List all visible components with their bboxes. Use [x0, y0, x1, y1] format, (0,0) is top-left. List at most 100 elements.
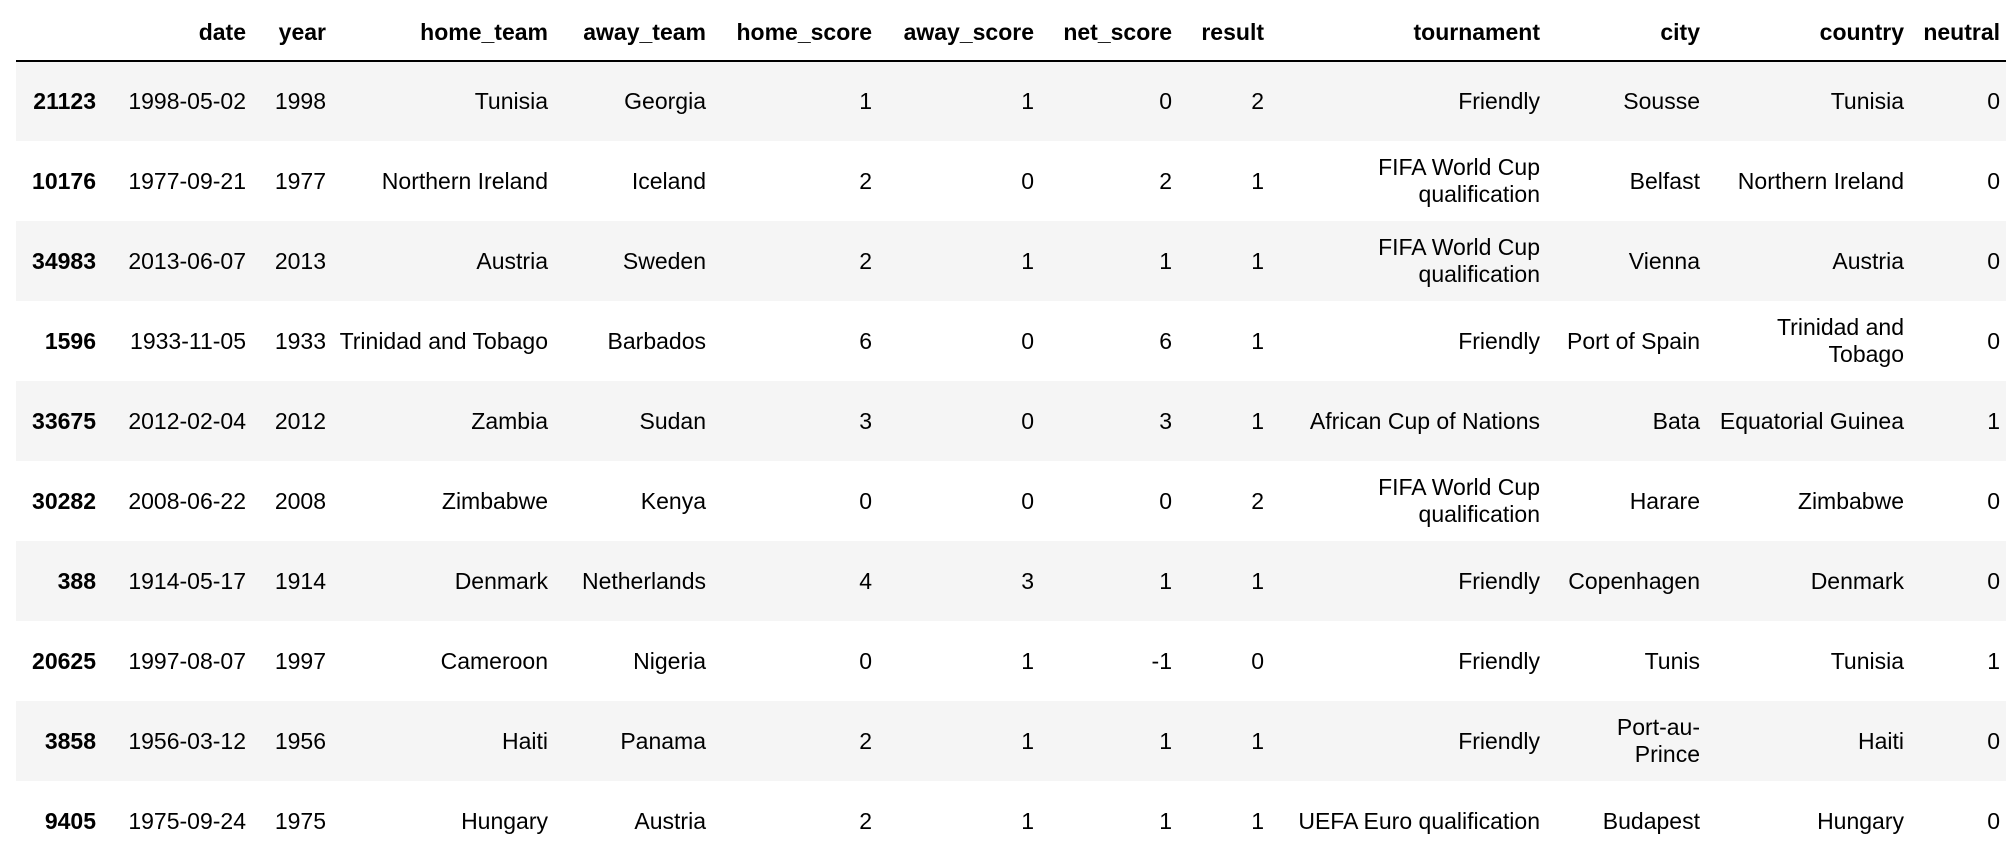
- cell-home-score: 1: [859, 88, 872, 114]
- cell-net-score: 0: [1159, 88, 1172, 114]
- row-index: 3858: [44, 727, 96, 754]
- cell-net-score: 1: [1159, 807, 1172, 834]
- cell-result: 1: [1251, 567, 1264, 594]
- cell-city: Sousse: [1623, 88, 1700, 114]
- cell-neutral: 0: [1987, 567, 2000, 594]
- cell-tournament: Friendly: [1458, 727, 1540, 754]
- cell-away-team: Netherlands: [581, 567, 706, 594]
- cell-home-team: Northern Ireland: [381, 167, 548, 194]
- cell-away-score: 0: [1021, 327, 1034, 354]
- cell-result: 2: [1251, 487, 1264, 514]
- cell-country: Hungary: [1817, 807, 1904, 834]
- table-row: 9405 1975-09-24 1975 Hungary Austria 2 1 1 1 UEFA…: [16, 781, 2006, 861]
- cell-date: 1914-05-17: [128, 567, 246, 594]
- cell-city: Bata: [1652, 407, 1700, 434]
- cell-net-score: 3: [1159, 407, 1172, 434]
- cell-net-score: 6: [1159, 327, 1172, 354]
- index-header: [16, 10, 102, 62]
- cell-home-score: 6: [859, 327, 872, 354]
- cell-away-score: 1: [1021, 807, 1034, 834]
- cell-net-score: 1: [1159, 247, 1172, 274]
- cell-year: 1933: [274, 327, 326, 354]
- cell-away-team: Georgia: [624, 88, 706, 114]
- cell-year: 1977: [274, 167, 326, 194]
- column-header-tournament: tournament: [1270, 10, 1546, 62]
- row-index: 20625: [32, 647, 96, 674]
- cell-home-team: Zimbabwe: [441, 487, 548, 514]
- cell-city: Belfast: [1629, 167, 1700, 194]
- cell-net-score: 0: [1159, 487, 1172, 514]
- column-header-away-team: away_team: [554, 10, 712, 62]
- cell-home-team: Trinidad and Tobago: [339, 327, 548, 354]
- cell-home-team: Denmark: [454, 567, 548, 594]
- cell-country: Northern Ireland: [1737, 167, 1904, 194]
- cell-year: 2012: [274, 407, 326, 434]
- cell-away-team: Austria: [634, 807, 706, 834]
- cell-away-score: 1: [1021, 88, 1034, 114]
- cell-city: Tunis: [1644, 647, 1700, 674]
- cell-home-team: Hungary: [461, 807, 548, 834]
- cell-home-score: 3: [859, 407, 872, 434]
- cell-home-score: 0: [859, 487, 872, 514]
- cell-year: 2013: [274, 247, 326, 274]
- column-header-neutral: neutral: [1910, 10, 2006, 62]
- cell-tournament: African Cup of Nations: [1309, 407, 1540, 434]
- cell-city: Budapest: [1602, 807, 1700, 834]
- cell-net-score: 1: [1159, 727, 1172, 754]
- cell-away-team: Panama: [620, 727, 706, 754]
- cell-year: 1956: [274, 727, 326, 754]
- cell-tournament: FIFA World Cup qualification: [1378, 154, 1540, 207]
- cell-neutral: 1: [1987, 407, 2000, 434]
- cell-date: 1956-03-12: [128, 727, 246, 754]
- cell-away-team: Iceland: [631, 167, 706, 194]
- cell-date: 2013-06-07: [128, 247, 246, 274]
- cell-home-team: Tunisia: [474, 88, 548, 114]
- dataframe-output: date year home_team away_team home_score away…: [16, 10, 2006, 861]
- table-header: date year home_team away_team home_score away…: [16, 10, 2006, 62]
- cell-home-score: 2: [859, 727, 872, 754]
- cell-home-score: 2: [859, 247, 872, 274]
- cell-result: 1: [1251, 327, 1264, 354]
- table-row: 30282 2008-06-22 2008 Zimbabwe Kenya 0 0 0 2 FIFA…: [16, 461, 2006, 541]
- cell-away-score: 1: [1021, 647, 1034, 674]
- cell-city: Copenhagen: [1568, 567, 1700, 594]
- cell-tournament: FIFA World Cup qualification: [1378, 474, 1540, 527]
- cell-neutral: 0: [1987, 247, 2000, 274]
- cell-away-team: Sweden: [622, 247, 706, 274]
- cell-away-score: 0: [1021, 407, 1034, 434]
- cell-neutral: 0: [1987, 807, 2000, 834]
- cell-date: 1998-05-02: [128, 88, 246, 114]
- cell-tournament: Friendly: [1458, 647, 1540, 674]
- cell-year: 2008: [274, 487, 326, 514]
- table-row: 21123 1998-05-02 1998 Tunisia Georgia 1 1 0 2 Fri…: [16, 61, 2006, 141]
- column-header-result: result: [1178, 10, 1270, 62]
- cell-neutral: 0: [1987, 487, 2000, 514]
- cell-neutral: 0: [1987, 327, 2000, 354]
- column-header-year: year: [252, 10, 332, 62]
- row-index: 33675: [32, 407, 96, 434]
- column-header-city: city: [1546, 10, 1706, 62]
- cell-year: 1998: [274, 88, 326, 114]
- cell-date: 1997-08-07: [128, 647, 246, 674]
- cell-away-score: 1: [1021, 727, 1034, 754]
- cell-city: Vienna: [1628, 247, 1700, 274]
- cell-neutral: 0: [1987, 88, 2000, 114]
- cell-city: Port of Spain: [1567, 327, 1700, 354]
- cell-home-score: 0: [859, 647, 872, 674]
- cell-country: Denmark: [1810, 567, 1904, 594]
- cell-away-score: 3: [1021, 567, 1034, 594]
- row-index: 30282: [32, 487, 96, 514]
- cell-result: 1: [1251, 807, 1264, 834]
- cell-home-score: 4: [859, 567, 872, 594]
- cell-net-score: 1: [1159, 567, 1172, 594]
- cell-home-team: Zambia: [471, 407, 548, 434]
- row-index: 10176: [32, 167, 96, 194]
- cell-country: Zimbabwe: [1797, 487, 1904, 514]
- table-row: 34983 2013-06-07 2013 Austria Sweden 2 1 1 1 FIFA…: [16, 221, 2006, 301]
- cell-tournament: FIFA World Cup qualification: [1378, 234, 1540, 287]
- cell-year: 1997: [274, 647, 326, 674]
- table-row: 3858 1956-03-12 1956 Haiti Panama 2 1 1 1 Friendl…: [16, 701, 2006, 781]
- cell-away-score: 1: [1021, 247, 1034, 274]
- cell-result: 1: [1251, 727, 1264, 754]
- cell-away-team: Nigeria: [633, 647, 706, 674]
